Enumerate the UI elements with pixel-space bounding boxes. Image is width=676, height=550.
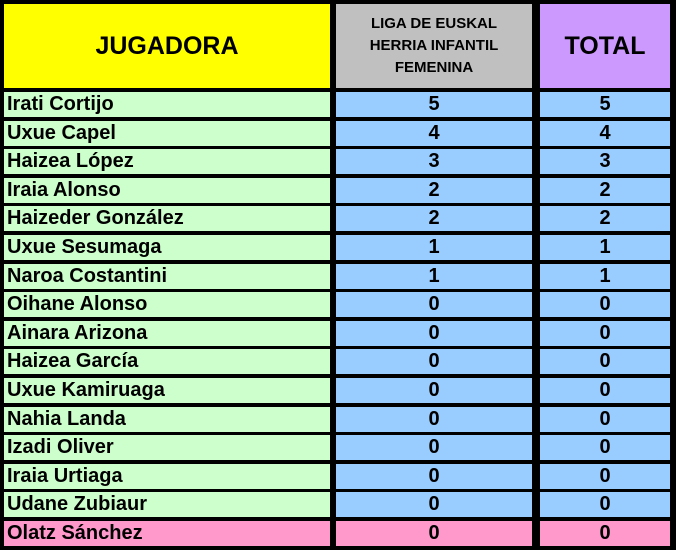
table-row: Uxue Capel 4 4 [0, 121, 676, 146]
player-name: Haizea García [4, 349, 330, 374]
header-league: LIGA DE EUSKAL HERRIA INFANTIL FEMENINA [336, 4, 532, 88]
total-goals: 2 [540, 206, 670, 231]
table-row: Oihane Alonso 0 0 [0, 292, 676, 317]
total-goals: 1 [540, 235, 670, 260]
player-name: Oihane Alonso [4, 292, 330, 317]
player-name: Ainara Arizona [4, 321, 330, 346]
table-row: Olatz Sánchez 0 0 [0, 521, 676, 546]
table-row: Izadi Oliver 0 0 [0, 435, 676, 460]
header-total: TOTAL [540, 4, 670, 88]
league-goals: 2 [336, 178, 532, 203]
table-row: Haizeder González 2 2 [0, 206, 676, 231]
table-row: Naroa Costantini 1 1 [0, 264, 676, 289]
total-goals: 0 [540, 464, 670, 489]
total-goals: 3 [540, 149, 670, 174]
league-goals: 0 [336, 378, 532, 403]
table-row: Udane Zubiaur 0 0 [0, 492, 676, 517]
total-goals: 1 [540, 264, 670, 289]
total-goals: 0 [540, 521, 670, 546]
total-goals: 0 [540, 321, 670, 346]
table-row: Iraia Urtiaga 0 0 [0, 464, 676, 489]
player-name: Uxue Sesumaga [4, 235, 330, 260]
player-name: Iraia Urtiaga [4, 464, 330, 489]
total-goals: 0 [540, 292, 670, 317]
table-row: Nahia Landa 0 0 [0, 407, 676, 432]
league-goals: 0 [336, 407, 532, 432]
league-goals: 1 [336, 264, 532, 289]
player-name: Olatz Sánchez [4, 521, 330, 546]
total-goals: 0 [540, 492, 670, 517]
player-name: Iraia Alonso [4, 178, 330, 203]
league-goals: 3 [336, 149, 532, 174]
table-row: Irati Cortijo 5 5 [0, 92, 676, 117]
table-row: Uxue Kamiruaga 0 0 [0, 378, 676, 403]
table-row: Uxue Sesumaga 1 1 [0, 235, 676, 260]
table-row: Iraia Alonso 2 2 [0, 178, 676, 203]
player-name: Haizeder González [4, 206, 330, 231]
total-goals: 0 [540, 435, 670, 460]
league-goals: 1 [336, 235, 532, 260]
league-goals: 4 [336, 121, 532, 146]
total-goals: 5 [540, 92, 670, 117]
total-goals: 0 [540, 407, 670, 432]
player-name: Haizea López [4, 149, 330, 174]
league-goals: 0 [336, 492, 532, 517]
table-row: Haizea López 3 3 [0, 149, 676, 174]
player-name: Naroa Costantini [4, 264, 330, 289]
player-name: Izadi Oliver [4, 435, 330, 460]
league-goals: 0 [336, 435, 532, 460]
table-row: Ainara Arizona 0 0 [0, 321, 676, 346]
league-goals: 0 [336, 521, 532, 546]
total-goals: 4 [540, 121, 670, 146]
league-goals: 0 [336, 321, 532, 346]
total-goals: 2 [540, 178, 670, 203]
table-row: Haizea García 0 0 [0, 349, 676, 374]
player-name: Uxue Capel [4, 121, 330, 146]
league-goals: 2 [336, 206, 532, 231]
league-goals: 0 [336, 292, 532, 317]
player-name: Udane Zubiaur [4, 492, 330, 517]
league-goals: 0 [336, 464, 532, 489]
total-goals: 0 [540, 378, 670, 403]
league-goals: 5 [336, 92, 532, 117]
total-goals: 0 [540, 349, 670, 374]
league-goals: 0 [336, 349, 532, 374]
player-name: Uxue Kamiruaga [4, 378, 330, 403]
header-player: JUGADORA [4, 4, 330, 88]
player-name: Nahia Landa [4, 407, 330, 432]
player-name: Irati Cortijo [4, 92, 330, 117]
